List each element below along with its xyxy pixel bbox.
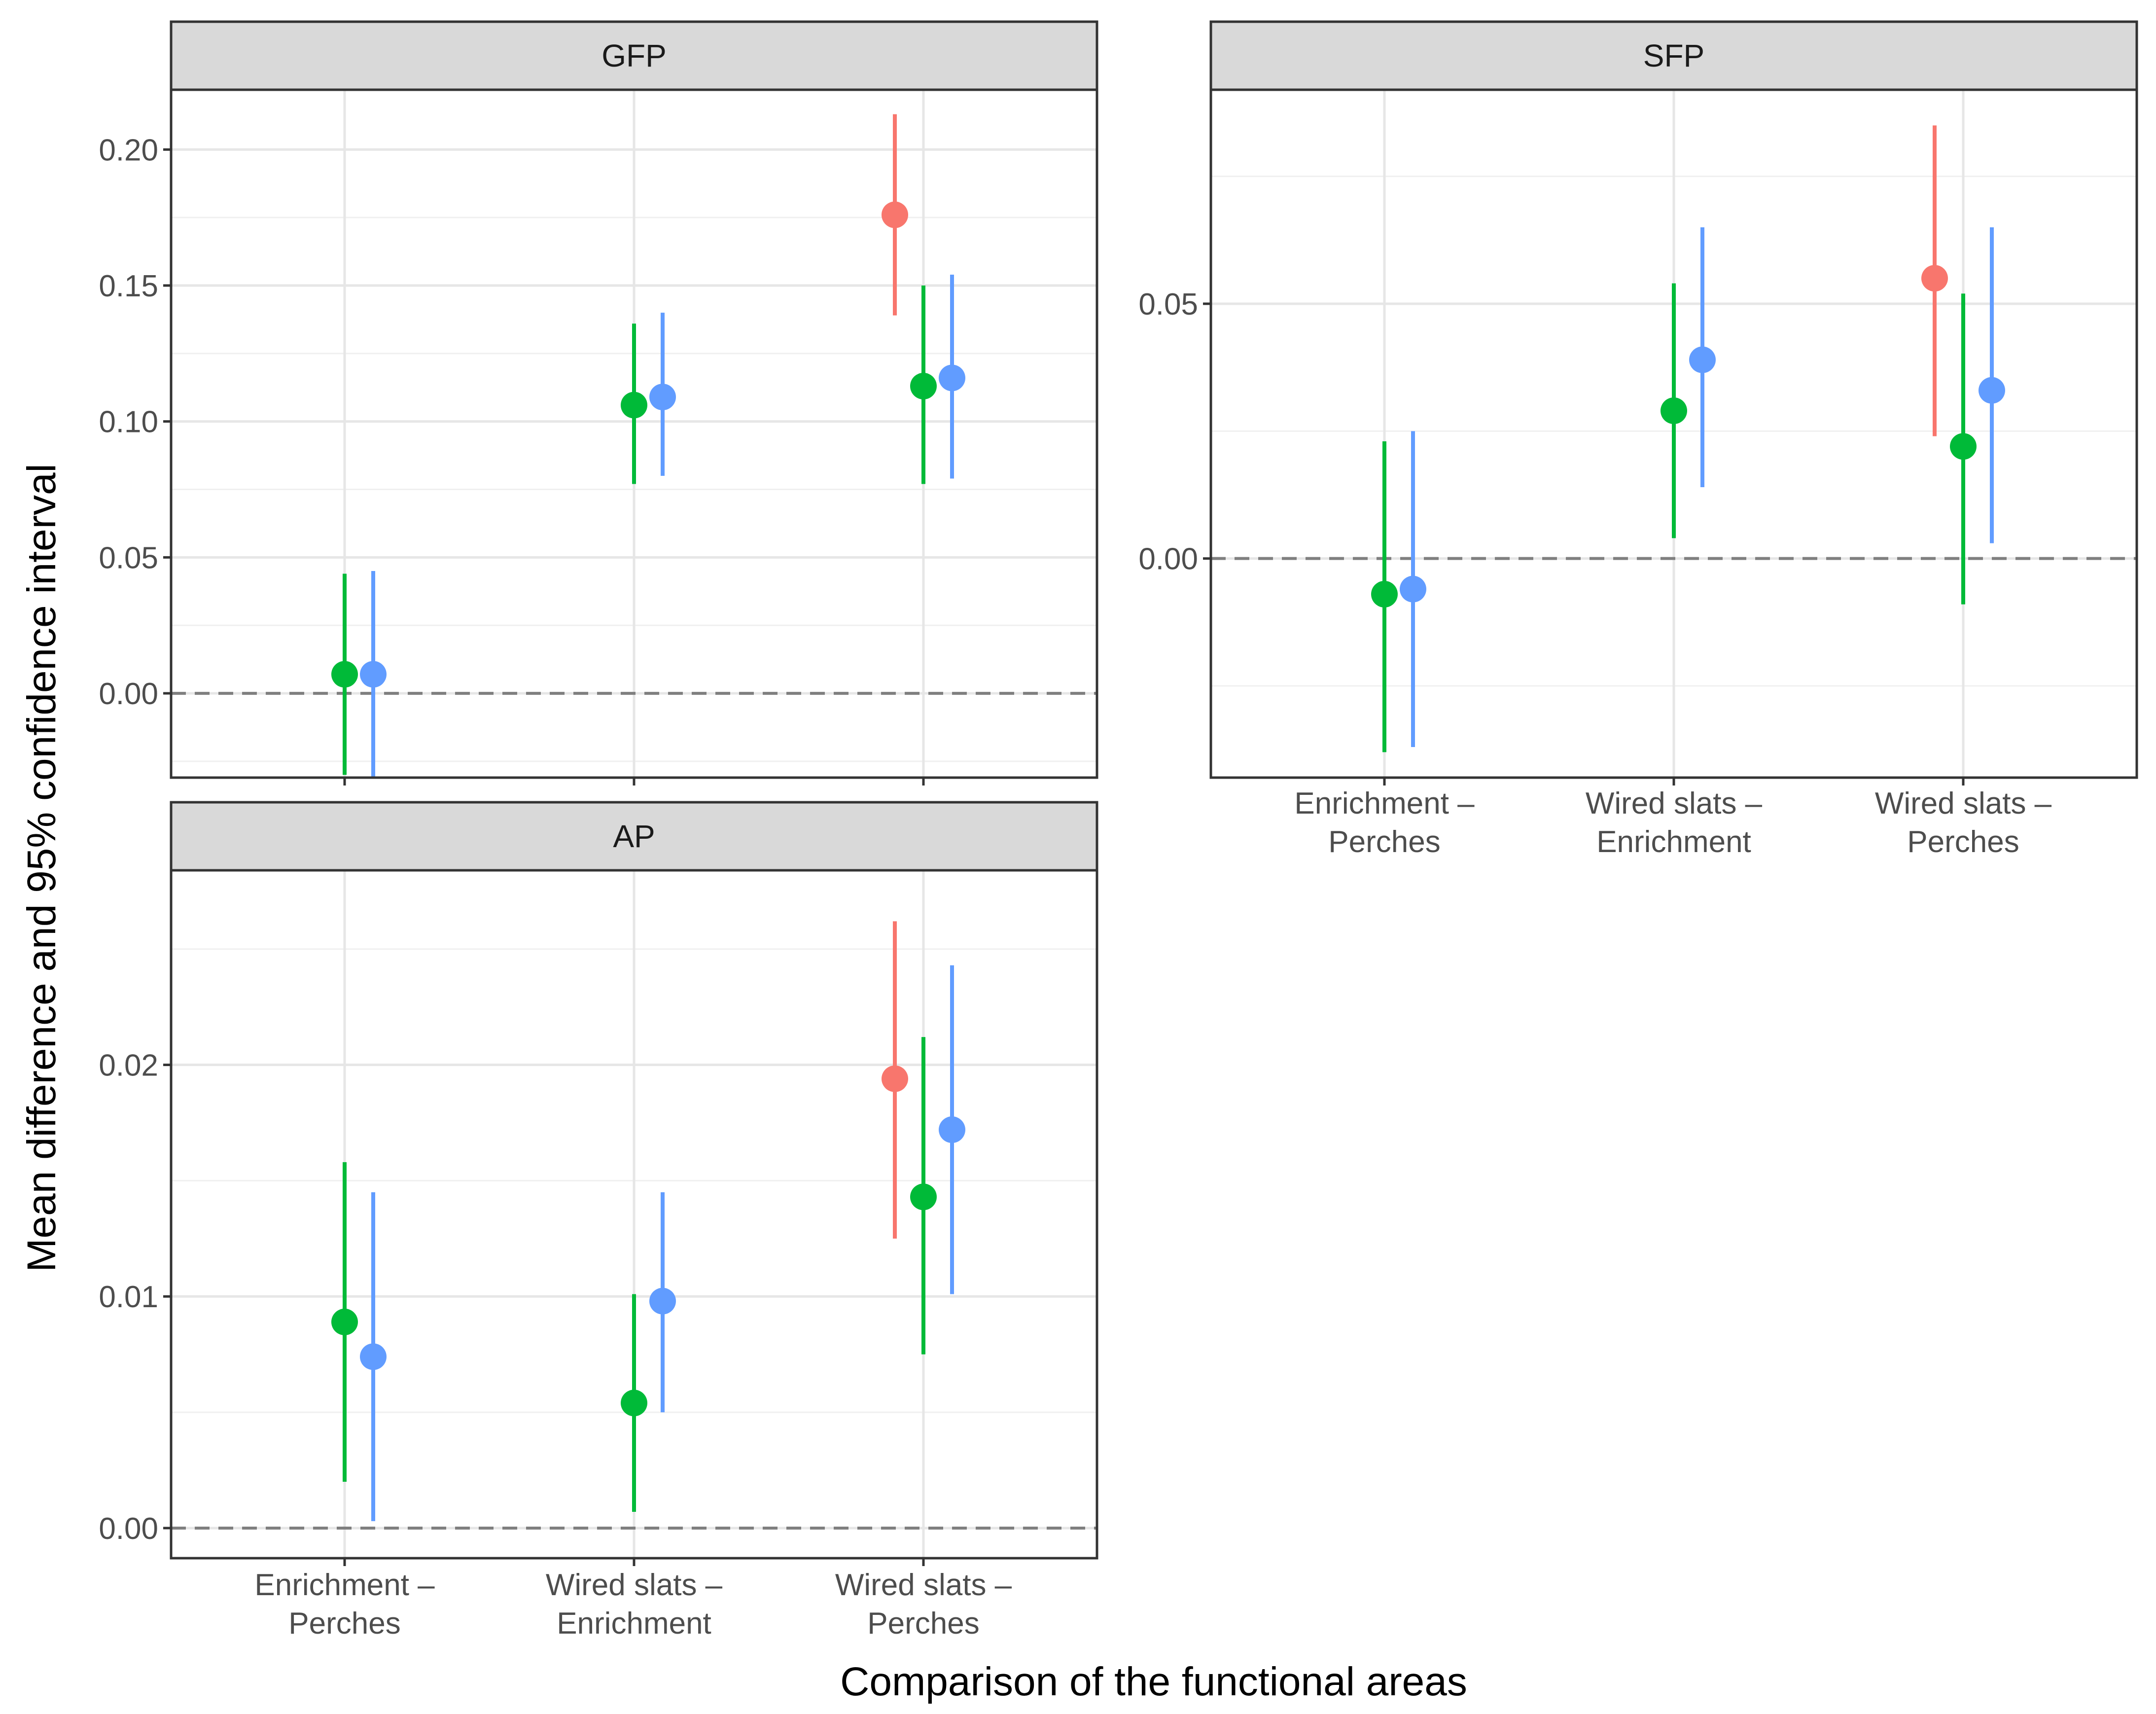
mean-point <box>621 1390 647 1417</box>
facet-strip-label: SFP <box>1643 38 1704 73</box>
mean-point <box>331 1308 358 1335</box>
mean-point <box>939 364 965 392</box>
x-tick-label-line: Enrichment – <box>254 1568 435 1602</box>
x-tick-label-line: Wired slats – <box>835 1568 1012 1602</box>
x-tick-label-line: Enrichment <box>1596 825 1751 859</box>
x-tick-label: Enrichment – Perches <box>1294 786 1475 859</box>
mean-point <box>649 384 676 411</box>
mean-point <box>939 1116 965 1143</box>
x-tick-label-line: Enrichment – <box>1294 786 1475 821</box>
mean-point <box>1661 397 1687 424</box>
facet-strip <box>1209 20 2138 91</box>
facet-strip <box>170 801 1098 872</box>
mean-point <box>1950 433 1977 460</box>
y-tick-label: 0.05 <box>1138 287 1198 321</box>
x-axis-title: Comparison of the functional areas <box>840 1659 1467 1704</box>
x-tick-label: Wired slats – Perches <box>835 1568 1012 1641</box>
panel-gfp: GFP 0.00 0.05 0.10 0.15 0.20 <box>99 20 1098 786</box>
mean-point <box>910 1183 937 1211</box>
mean-point <box>1921 265 1948 292</box>
x-tick-label-line: Wired slats – <box>546 1568 723 1602</box>
mean-point <box>1371 581 1398 607</box>
x-tick-label-line: Perches <box>867 1607 979 1641</box>
x-tick-label: Wired slats – Enrichment <box>546 1568 723 1641</box>
mean-point <box>360 1343 387 1370</box>
mean-point <box>621 392 647 419</box>
mean-point <box>910 373 937 400</box>
y-axis-title: Mean difference and 95% confidence inter… <box>19 464 64 1272</box>
mean-point <box>360 661 387 688</box>
mean-point <box>882 201 908 228</box>
mean-point <box>1979 377 2005 404</box>
x-tick-label-line: Perches <box>1907 825 2019 859</box>
y-tick-label: 0.00 <box>99 1512 158 1546</box>
x-tick-label-line: Perches <box>288 1607 400 1641</box>
x-tick-label: Enrichment – Perches <box>254 1568 435 1641</box>
mean-point <box>331 661 358 688</box>
facet-strip <box>170 20 1098 91</box>
facet-strip-label: AP <box>613 819 655 854</box>
y-tick-label: 0.02 <box>99 1049 158 1083</box>
y-tick-label: 0.00 <box>1138 542 1198 576</box>
y-tick-label: 0.05 <box>99 541 158 575</box>
x-tick-label-line: Wired slats – <box>1586 786 1763 821</box>
mean-point <box>882 1065 908 1092</box>
facet-strip-label: GFP <box>601 38 667 73</box>
y-tick-label: 0.10 <box>99 405 158 439</box>
mean-point <box>649 1287 676 1315</box>
x-tick-label: Wired slats – Perches <box>1875 786 2052 859</box>
mean-point <box>1689 346 1716 373</box>
y-tick-label: 0.01 <box>99 1280 158 1314</box>
x-tick-label-line: Wired slats – <box>1875 786 2052 821</box>
x-tick-label-line: Enrichment <box>557 1607 711 1641</box>
y-tick-label: 0.20 <box>99 133 158 167</box>
mean-point <box>1400 575 1426 603</box>
y-tick-label: 0.15 <box>99 269 158 303</box>
x-tick-label-line: Perches <box>1328 825 1440 859</box>
y-tick-label: 0.00 <box>99 677 158 711</box>
x-tick-label: Wired slats – Enrichment <box>1586 786 1763 859</box>
